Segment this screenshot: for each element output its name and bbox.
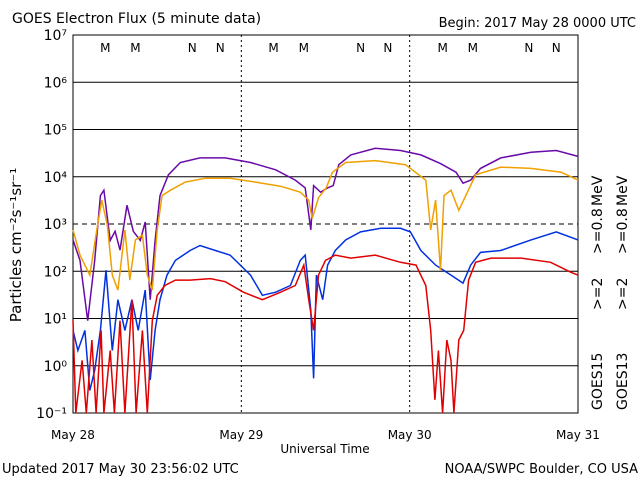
- y-tick-label: 10⁰: [44, 359, 68, 375]
- y-tick-label: 10⁻¹: [36, 406, 67, 422]
- x-tick-label: May 28: [51, 428, 95, 442]
- legend-entry: >=2: [590, 278, 606, 310]
- legend-unit: MeV: [590, 175, 606, 206]
- legend-entry: >=2: [615, 278, 631, 310]
- flux-line: [72, 254, 579, 414]
- legend-satellite: GOES15: [590, 353, 606, 410]
- footer-left: Updated 2017 May 30 23:56:02 UTC: [2, 462, 239, 477]
- legend-unit: MeV: [615, 175, 631, 206]
- footer-right: NOAA/SWPC Boulder, CO USA: [445, 462, 638, 477]
- y-axis-label: Particles cm⁻²s⁻¹sr⁻¹: [7, 168, 25, 322]
- y-tick-label: 10⁵: [44, 123, 67, 139]
- orbit-marker: N: [216, 41, 225, 55]
- orbit-marker: N: [383, 41, 392, 55]
- x-tick-label: May 30: [388, 428, 432, 442]
- orbit-marker: N: [356, 41, 365, 55]
- orbit-marker: M: [437, 41, 447, 55]
- orbit-marker: N: [524, 41, 533, 55]
- x-tick-label: May 31: [556, 428, 600, 442]
- chart-subtitle: Begin: 2017 May 28 0000 UTC: [439, 16, 636, 31]
- chart-title: GOES Electron Flux (5 minute data): [12, 11, 261, 27]
- x-tick-label: May 29: [219, 428, 263, 442]
- y-tick-label: 10¹: [44, 312, 67, 328]
- orbit-marker: M: [299, 41, 309, 55]
- flux-line: [72, 227, 579, 391]
- y-tick-label: 10²: [44, 264, 67, 280]
- orbit-marker: M: [130, 41, 140, 55]
- y-tick-label: 10⁴: [44, 170, 68, 186]
- legend-entry: >=0.8: [615, 208, 631, 254]
- x-axis-label: Universal Time: [280, 442, 369, 456]
- flux-line: [72, 147, 579, 321]
- orbit-marker: N: [552, 41, 561, 55]
- y-tick-label: 10⁷: [44, 28, 67, 44]
- legend-satellite: GOES13: [615, 353, 631, 410]
- y-tick-label: 10³: [44, 217, 67, 233]
- orbit-marker: N: [188, 41, 197, 55]
- flux-line: [72, 159, 579, 291]
- y-tick-label: 10⁶: [44, 75, 68, 91]
- orbit-marker: M: [100, 41, 110, 55]
- orbit-marker: M: [468, 41, 478, 55]
- orbit-marker: M: [268, 41, 278, 55]
- legend-entry: >=0.8: [590, 208, 606, 254]
